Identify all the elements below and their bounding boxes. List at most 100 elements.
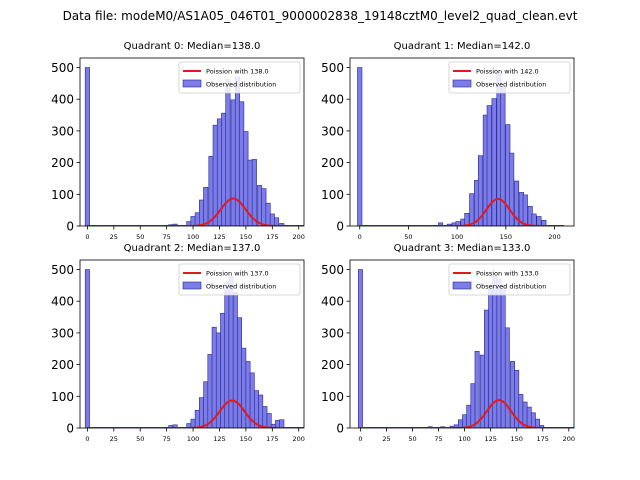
histogram-bar xyxy=(496,278,502,428)
x-tick-label: 75 xyxy=(163,435,171,443)
histogram-bar xyxy=(466,404,472,428)
histogram-bar xyxy=(190,418,196,428)
histogram-bar xyxy=(357,67,363,226)
histogram-bar xyxy=(203,187,209,226)
histogram-bar xyxy=(265,202,271,226)
legend-label-poisson: Poission with 142.0 xyxy=(476,68,539,76)
histogram-bar xyxy=(469,193,475,226)
y-tick-label: 200 xyxy=(51,358,74,372)
legend-bar-swatch xyxy=(452,79,472,88)
plot-area-3 xyxy=(357,269,574,428)
x-tick-label: 125 xyxy=(213,233,225,241)
axes-frame xyxy=(349,259,575,429)
y-tick-label: 300 xyxy=(321,326,344,340)
y-tick-label: 300 xyxy=(321,124,344,138)
y-tick-label: 200 xyxy=(321,358,344,372)
x-tick-label: 50 xyxy=(408,435,416,443)
x-tick-label: 200 xyxy=(563,435,575,443)
histogram-bar xyxy=(212,124,218,226)
histogram-bar xyxy=(194,409,200,428)
histogram-bar xyxy=(492,276,498,428)
histogram-bar xyxy=(474,350,480,428)
histogram-bar xyxy=(241,347,247,428)
histogram-bar xyxy=(535,418,540,428)
histogram-bar xyxy=(230,99,236,226)
x-tick-label: 200 xyxy=(293,233,305,241)
x-tick-label: 25 xyxy=(382,435,390,443)
histogram-bar xyxy=(464,213,470,226)
histogram-bar xyxy=(208,155,214,226)
y-tick-label: 500 xyxy=(51,61,74,75)
x-tick-label: 100 xyxy=(187,233,199,241)
histogram-bar xyxy=(500,285,506,428)
histogram-bar xyxy=(531,213,537,226)
plot-area-0 xyxy=(84,67,304,226)
x-tick-label: 25 xyxy=(110,435,118,443)
x-tick-label: 175 xyxy=(266,435,278,443)
x-tick-label: 200 xyxy=(548,233,560,241)
histogram-bar xyxy=(203,381,209,428)
x-tick-label: 125 xyxy=(213,435,225,443)
x-tick-label: 50 xyxy=(136,233,144,241)
x-tick-label: 100 xyxy=(458,435,470,443)
legend-label-observed: Observed distribution xyxy=(476,81,546,89)
x-tick-label: 0 xyxy=(358,233,362,241)
histogram-bar xyxy=(279,223,285,226)
legend: Poission with 133.0 Observed distribution xyxy=(448,263,571,296)
y-tick-label: 400 xyxy=(51,295,74,309)
legend-bar-swatch xyxy=(452,281,472,290)
x-tick-label: 75 xyxy=(163,233,171,241)
histogram-bar xyxy=(198,199,205,226)
subplot-title: Quadrant 0: Median=138.0 xyxy=(124,41,261,52)
histogram-bar xyxy=(510,361,515,428)
x-tick-label: 200 xyxy=(293,435,305,443)
histogram-bar xyxy=(84,269,90,428)
y-tick-label: 200 xyxy=(321,156,344,170)
x-tick-label: 175 xyxy=(266,233,278,241)
x-tick-label: 0 xyxy=(358,435,362,443)
legend: Poission with 142.0 Observed distribution xyxy=(448,61,571,94)
x-tick-label: 150 xyxy=(500,233,512,241)
legend-box xyxy=(448,263,571,296)
x-tick-label: 50 xyxy=(404,233,412,241)
histogram-bar xyxy=(275,420,281,428)
y-tick-label: 300 xyxy=(51,124,74,138)
y-tick-label: 300 xyxy=(51,326,74,340)
y-tick-label: 400 xyxy=(321,295,344,309)
legend-box xyxy=(178,61,301,94)
histogram-bar xyxy=(526,406,532,428)
x-tick-label: 150 xyxy=(240,233,252,241)
x-tick-label: 50 xyxy=(136,435,144,443)
y-tick-label: 400 xyxy=(321,93,344,107)
histogram-bar xyxy=(232,292,238,428)
x-tick-label: 150 xyxy=(510,435,522,443)
legend-label-observed: Observed distribution xyxy=(206,81,276,89)
histogram-bar xyxy=(486,105,492,226)
plot-area-2 xyxy=(84,269,304,428)
histogram-bar xyxy=(199,397,204,428)
histogram-bar xyxy=(207,354,213,428)
axes-frame xyxy=(79,259,305,429)
histogram-bar xyxy=(536,216,542,226)
subplot-quadrant-0: 0 25 50 75 100 125 150 175 200 0 100 200 300 400 500 Qu… xyxy=(51,41,305,241)
x-tick-label: 100 xyxy=(451,233,463,241)
subplot-title: Quadrant 1: Median=142.0 xyxy=(394,41,531,52)
histogram-bar xyxy=(357,269,363,428)
legend-label-poisson: Poission with 137.0 xyxy=(206,270,269,278)
legend: Poission with 138.0 Observed distribution xyxy=(178,61,301,94)
histogram-bar xyxy=(211,326,217,428)
histogram-bar xyxy=(500,86,506,226)
legend-bar-swatch xyxy=(182,281,202,290)
x-tick-label: 125 xyxy=(484,435,496,443)
histogram-bar xyxy=(258,394,264,428)
histogram-bar xyxy=(269,213,275,226)
histogram-bar xyxy=(266,413,272,428)
y-tick-label: 100 xyxy=(51,188,74,202)
histogram-bar xyxy=(509,152,515,226)
axes-frame xyxy=(79,57,305,227)
histogram-bar xyxy=(470,383,476,428)
y-tick-label: 500 xyxy=(51,263,74,277)
histogram-bar xyxy=(274,217,280,226)
y-tick-label: 0 xyxy=(336,220,344,234)
